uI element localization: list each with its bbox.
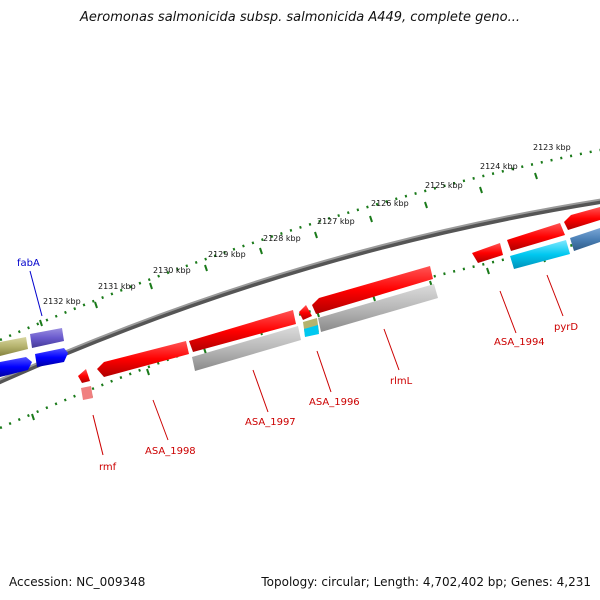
cds-arrow[interactable]	[564, 207, 600, 230]
cds-arrow-rlml[interactable]	[312, 266, 433, 314]
cds-arrow[interactable]	[35, 348, 68, 367]
accession-text: Accession: NC_009348	[9, 575, 146, 589]
tick-label: 2126 kbp	[371, 199, 409, 208]
cds-arrow-asa-1998[interactable]	[97, 341, 189, 377]
cds-arrow-pyrd-rna[interactable]	[510, 240, 570, 269]
cds-arrow[interactable]	[0, 337, 28, 356]
cds-arrow-asa-1997[interactable]	[189, 310, 296, 352]
map-title: Aeromonas salmonicida subsp. salmonicida…	[80, 10, 520, 25]
gene-label-asa-1994: ASA_1994	[494, 337, 545, 348]
cds-arrow-rlml-rna[interactable]	[318, 284, 438, 332]
tick-label: 2131 kbp	[98, 282, 136, 291]
cds-fragment-rmf[interactable]	[81, 386, 93, 400]
cds-block-asa-1996[interactable]	[303, 318, 319, 337]
tick-label: 2123 kbp	[533, 143, 571, 152]
cds-arrow[interactable]	[0, 357, 32, 377]
tick-label: 2124 kbp	[480, 162, 518, 171]
outer-ruler	[0, 148, 600, 342]
tick-label: 2128 kbp	[263, 234, 301, 243]
gene-label-asa-1997: ASA_1997	[245, 417, 296, 428]
cds-arrow-pyrd[interactable]	[507, 223, 565, 251]
tick-labels: 2123 kbp 2124 kbp 2125 kbp 2126 kbp 2127…	[43, 143, 571, 306]
tick-label: 2125 kbp	[425, 181, 463, 190]
tick-label: 2127 kbp	[317, 217, 355, 226]
gene-label-rlml: rlmL	[390, 376, 413, 387]
cds-arrow-asa-1996[interactable]	[299, 305, 312, 320]
cds-arrow-rmf[interactable]	[78, 369, 90, 383]
tick-label: 2129 kbp	[208, 250, 246, 259]
gene-label-asa-1996: ASA_1996	[309, 397, 360, 408]
tick-label: 2132 kbp	[43, 297, 81, 306]
gene-label-rmf: rmf	[99, 462, 117, 473]
outer-ruler-major-ticks	[39, 172, 538, 327]
topology-text: Topology: circular; Length: 4,702,402 bp…	[261, 575, 591, 589]
cds-arrow[interactable]	[30, 328, 64, 348]
cds-arrow-asa-1994[interactable]	[472, 243, 503, 263]
genome-backbone	[0, 198, 600, 385]
cds-arrow[interactable]	[570, 228, 600, 251]
cds-arrow-asa-1997-rna[interactable]	[192, 326, 301, 371]
leader-lines	[29, 270, 564, 456]
tick-label: 2130 kbp	[153, 266, 191, 275]
gene-label-pyrd: pyrD	[554, 322, 578, 333]
gene-label-faba: fabA	[17, 258, 40, 269]
gene-label-asa-1998: ASA_1998	[145, 446, 196, 457]
